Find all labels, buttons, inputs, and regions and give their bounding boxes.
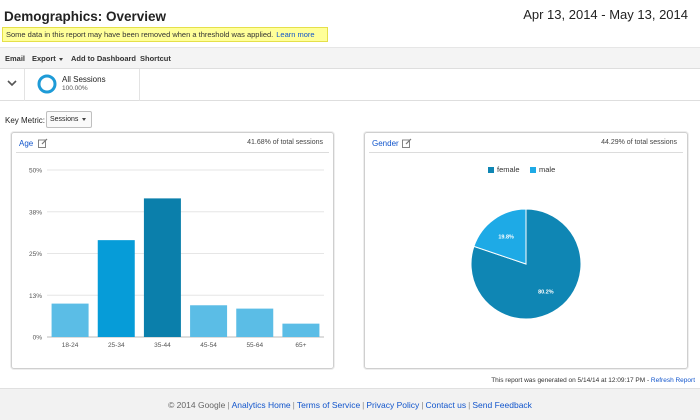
age-bar-chart: 50% 38% 25% 13% 0% 18-24 25-34 35-44 45-54 55-64 6… <box>29 168 324 349</box>
age-panel: 50% 38% 25% 13% 0% 18-24 25-34 35-44 45-54 55-64 6… <box>11 132 334 369</box>
segment-divider <box>139 69 140 101</box>
segment-divider <box>24 69 25 101</box>
y-tick-label: 13% <box>29 293 42 300</box>
x-tick-label: 18-24 <box>62 342 79 349</box>
x-tick-label: 55-64 <box>246 342 263 349</box>
report-toolbar: Email Export Add to Dashboard Shortcut <box>0 47 700 69</box>
add-to-dashboard-button[interactable]: Add to Dashboard <box>71 54 136 63</box>
segment-ring-icon <box>37 74 57 94</box>
gender-panel: female male 80.2% 19.8% Gender 44.29% of to… <box>364 132 688 369</box>
segment-name[interactable]: All Sessions <box>62 75 106 84</box>
x-tick-label: 25-34 <box>108 342 125 349</box>
y-tick-label: 0% <box>33 335 43 342</box>
threshold-notice-text: Some data in this report may have been r… <box>6 30 274 39</box>
chevron-down-icon <box>82 118 86 121</box>
edit-icon[interactable] <box>402 138 412 148</box>
date-range-picker[interactable]: Apr 13, 2014 - May 13, 2014 <box>523 7 688 22</box>
y-tick-label: 50% <box>29 168 42 175</box>
privacy-policy-link[interactable]: Privacy Policy <box>366 400 420 410</box>
export-button[interactable]: Export <box>32 54 63 63</box>
email-button[interactable]: Email <box>5 54 26 63</box>
panel-divider <box>16 152 329 153</box>
bar-35-44 <box>143 198 181 337</box>
legend-swatch-female <box>488 167 494 173</box>
export-label: Export <box>32 54 56 63</box>
pie-value-label-male: 19.8% <box>498 234 514 240</box>
segment-percent: 100.00% <box>62 85 88 92</box>
gender-panel-title[interactable]: Gender <box>372 139 399 148</box>
chevron-down-icon <box>58 57 63 61</box>
send-feedback-link[interactable]: Send Feedback <box>472 400 532 410</box>
panel-divider <box>369 152 683 153</box>
bar-18-24 <box>51 303 89 337</box>
age-share-text: 41.68% of total sessions <box>247 139 323 146</box>
learn-more-link[interactable]: Learn more <box>276 30 315 39</box>
refresh-report-link[interactable]: Refresh Report <box>650 377 695 384</box>
x-tick-label: 35-44 <box>154 342 171 349</box>
contact-us-link[interactable]: Contact us <box>425 400 467 410</box>
pie-value-label-female: 80.2% <box>538 290 554 296</box>
report-generated-note: This report was generated on 5/14/14 at … <box>491 377 695 384</box>
gender-pie-chart: female male 80.2% 19.8% <box>470 165 582 320</box>
legend-swatch-male <box>530 167 536 173</box>
expand-chevron-icon[interactable] <box>6 77 18 89</box>
age-panel-title[interactable]: Age <box>19 139 34 148</box>
edit-icon[interactable] <box>38 138 48 148</box>
pie-slice-male <box>473 208 527 265</box>
key-metric-value: Sessions <box>50 116 79 123</box>
bar-25-34 <box>97 240 135 337</box>
copyright: © 2014 Google <box>168 400 226 410</box>
y-tick-label: 38% <box>29 209 42 216</box>
x-tick-label: 45-54 <box>200 342 217 349</box>
x-tick-label: 65+ <box>295 342 306 349</box>
bar-55-64 <box>236 308 274 337</box>
gender-share-text: 44.29% of total sessions <box>601 139 677 146</box>
page-title: Demographics: Overview <box>4 9 167 24</box>
legend-label-male: male <box>539 165 555 174</box>
footer: © 2014 Google | Analytics Home | Terms of Se… <box>0 388 700 420</box>
generated-text: This report was generated on 5/14/14 at … <box>491 377 650 384</box>
key-metric-select[interactable]: Sessions <box>46 111 92 128</box>
y-tick-label: 25% <box>29 251 42 258</box>
threshold-notice: Some data in this report may have been r… <box>2 27 328 42</box>
legend-label-female: female <box>497 165 520 174</box>
key-metric-label: Key Metric: <box>5 116 46 125</box>
bar-65+ <box>282 323 320 337</box>
terms-of-service-link[interactable]: Terms of Service <box>296 400 361 410</box>
analytics-home-link[interactable]: Analytics Home <box>231 400 291 410</box>
bar-45-54 <box>190 305 228 337</box>
segment-bar: All Sessions 100.00% <box>0 69 700 101</box>
footer-links: © 2014 Google | Analytics Home | Terms of Se… <box>168 400 532 410</box>
shortcut-button[interactable]: Shortcut <box>140 54 171 63</box>
